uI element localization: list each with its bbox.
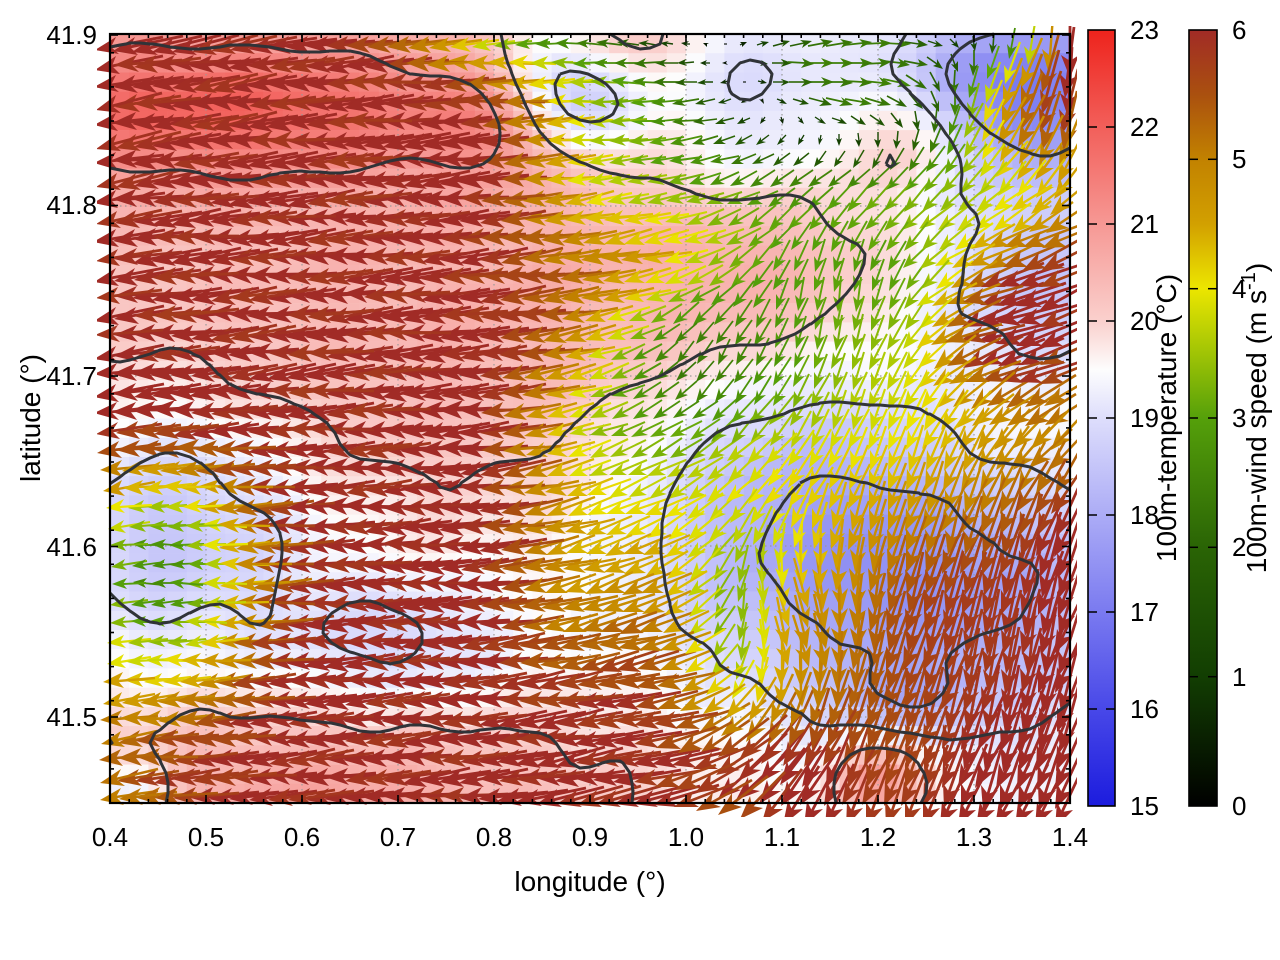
svg-text:1.2: 1.2: [860, 822, 896, 852]
svg-text:41.5: 41.5: [46, 702, 97, 732]
svg-text:17: 17: [1130, 597, 1159, 627]
svg-text:1: 1: [1232, 662, 1246, 692]
svg-text:41.7: 41.7: [46, 361, 97, 391]
svg-text:0.4: 0.4: [92, 822, 128, 852]
svg-text:longitude (°): longitude (°): [514, 866, 665, 897]
svg-text:1.3: 1.3: [956, 822, 992, 852]
svg-text:18: 18: [1130, 500, 1159, 530]
svg-text:2: 2: [1232, 532, 1246, 562]
svg-text:0.5: 0.5: [188, 822, 224, 852]
svg-text:22: 22: [1130, 112, 1159, 142]
svg-text:100m-temperature (°C): 100m-temperature (°C): [1151, 274, 1182, 562]
svg-text:0: 0: [1232, 791, 1246, 821]
svg-text:20: 20: [1130, 306, 1159, 336]
svg-text:41.9: 41.9: [46, 20, 97, 50]
svg-text:0.6: 0.6: [284, 822, 320, 852]
svg-text:1.4: 1.4: [1052, 822, 1088, 852]
svg-text:1.0: 1.0: [668, 822, 704, 852]
svg-text:41.8: 41.8: [46, 190, 97, 220]
svg-text:41.6: 41.6: [46, 532, 97, 562]
svg-text:0.9: 0.9: [572, 822, 608, 852]
svg-text:latitude (°): latitude (°): [15, 354, 46, 482]
svg-text:4: 4: [1232, 274, 1246, 304]
svg-text:3: 3: [1232, 403, 1246, 433]
svg-text:100m-wind speed (m s-1): 100m-wind speed (m s-1): [1238, 263, 1272, 573]
svg-text:15: 15: [1130, 791, 1159, 821]
svg-text:21: 21: [1130, 209, 1159, 239]
svg-text:0.7: 0.7: [380, 822, 416, 852]
svg-text:23: 23: [1130, 15, 1159, 45]
svg-text:19: 19: [1130, 403, 1159, 433]
svg-text:0.8: 0.8: [476, 822, 512, 852]
svg-text:16: 16: [1130, 694, 1159, 724]
svg-text:1.1: 1.1: [764, 822, 800, 852]
svg-text:6: 6: [1232, 15, 1246, 45]
svg-text:5: 5: [1232, 144, 1246, 174]
